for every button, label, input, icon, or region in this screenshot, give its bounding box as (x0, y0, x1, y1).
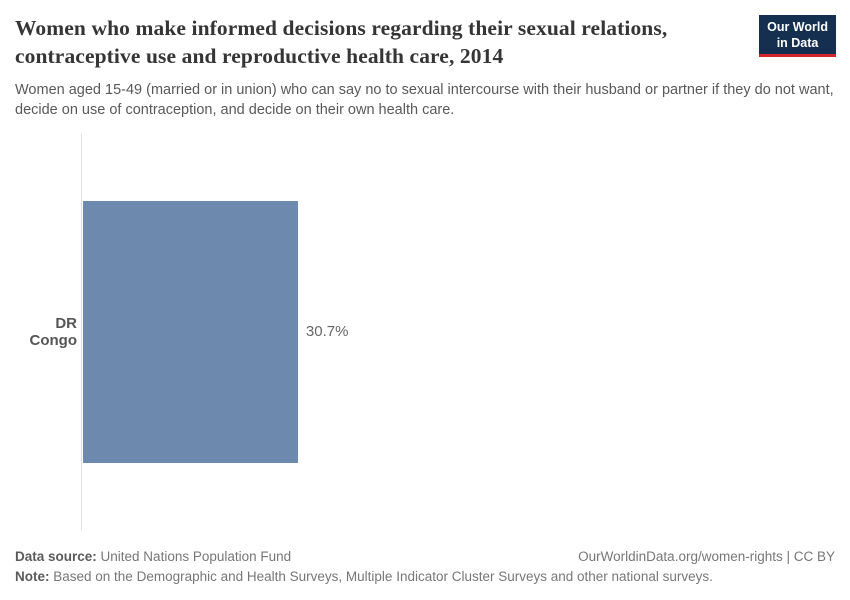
note-label: Note: (15, 569, 50, 585)
note-value: Based on the Demographic and Health Surv… (49, 569, 713, 585)
data-source-line: Data source: United Nations Population F… (15, 547, 291, 567)
footer-row-source: Data source: United Nations Population F… (15, 547, 835, 567)
page-title: Women who make informed decisions regard… (15, 16, 668, 68)
data-source-value: United Nations Population Fund (96, 548, 292, 564)
note-line: Note: Based on the Demographic and Healt… (15, 567, 835, 587)
owid-logo-line1: Our World (767, 20, 828, 34)
bar-value-label: 30.7% (305, 323, 349, 341)
bar-chart: DR Congo 30.7% (15, 133, 835, 530)
data-source-label: Data source: (15, 548, 97, 564)
owid-logo: Our World in Data (759, 15, 836, 57)
attribution-line: OurWorldinData.org/women-rights | CC BY (578, 548, 835, 564)
entity-label: DR Congo (29, 314, 77, 349)
y-axis-line (81, 133, 82, 530)
chart-subtitle: Women aged 15-49 (married or in union) w… (15, 81, 834, 118)
plot-area: 30.7% (83, 200, 783, 463)
bar-row: DR Congo 30.7% (15, 200, 835, 463)
header: Women who make informed decisions regard… (0, 0, 850, 71)
bar (83, 200, 298, 463)
owid-logo-line2: in Data (776, 36, 819, 50)
footer: Data source: United Nations Population F… (15, 547, 835, 588)
